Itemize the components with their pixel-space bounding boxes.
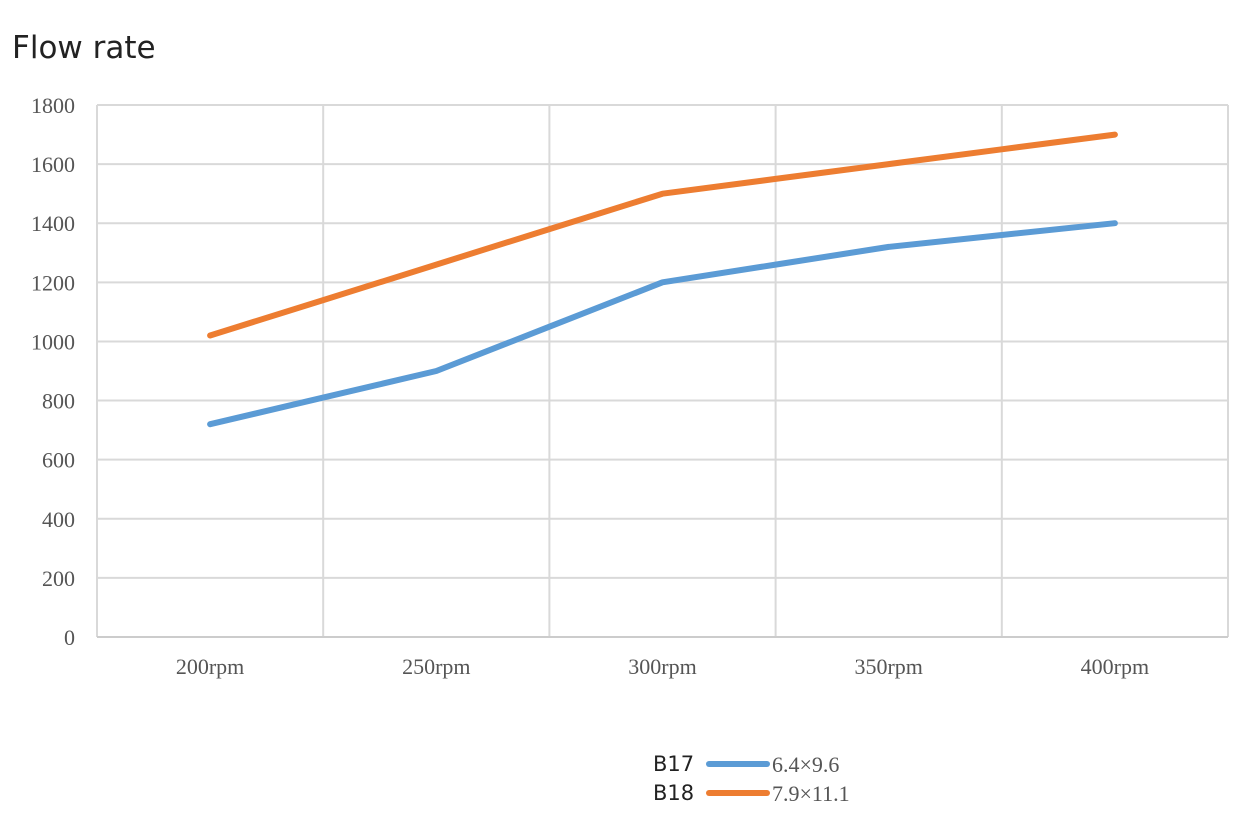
y-tick-label: 0 bbox=[64, 625, 75, 650]
y-tick-label: 1000 bbox=[31, 329, 75, 354]
series-line-b18 bbox=[207, 131, 1118, 339]
x-tick-label: 400rpm bbox=[1081, 654, 1149, 679]
y-axis-ticks: 0 200 400 600 800 1000 1200 1400 1600 1800 bbox=[31, 93, 75, 650]
y-tick-label: 200 bbox=[42, 566, 75, 591]
x-tick-label: 350rpm bbox=[854, 654, 922, 679]
x-tick-label: 300rpm bbox=[628, 654, 696, 679]
legend-series-text: 6.4×9.6 bbox=[772, 752, 839, 777]
y-tick-label: 400 bbox=[42, 507, 75, 532]
legend: B17 6.4×9.6 B18 7.9×11.1 bbox=[653, 752, 850, 806]
legend-series-text: 7.9×11.1 bbox=[772, 781, 850, 806]
y-tick-label: 600 bbox=[42, 448, 75, 473]
y-tick-label: 1400 bbox=[31, 211, 75, 236]
y-tick-label: 1200 bbox=[31, 270, 75, 295]
legend-series-name: B18 bbox=[653, 781, 694, 805]
grid-layer bbox=[96, 104, 1229, 638]
x-tick-label: 200rpm bbox=[176, 654, 244, 679]
y-tick-label: 800 bbox=[42, 389, 75, 414]
x-axis-ticks: 200rpm 250rpm 300rpm 350rpm 400rpm bbox=[176, 654, 1149, 679]
series-line-b17 bbox=[207, 220, 1118, 428]
legend-series-name: B17 bbox=[653, 752, 694, 776]
chart-title: Flow rate bbox=[12, 30, 156, 66]
series-layer bbox=[207, 131, 1118, 428]
x-tick-label: 250rpm bbox=[402, 654, 470, 679]
y-tick-label: 1800 bbox=[31, 93, 75, 118]
y-tick-label: 1600 bbox=[31, 152, 75, 177]
